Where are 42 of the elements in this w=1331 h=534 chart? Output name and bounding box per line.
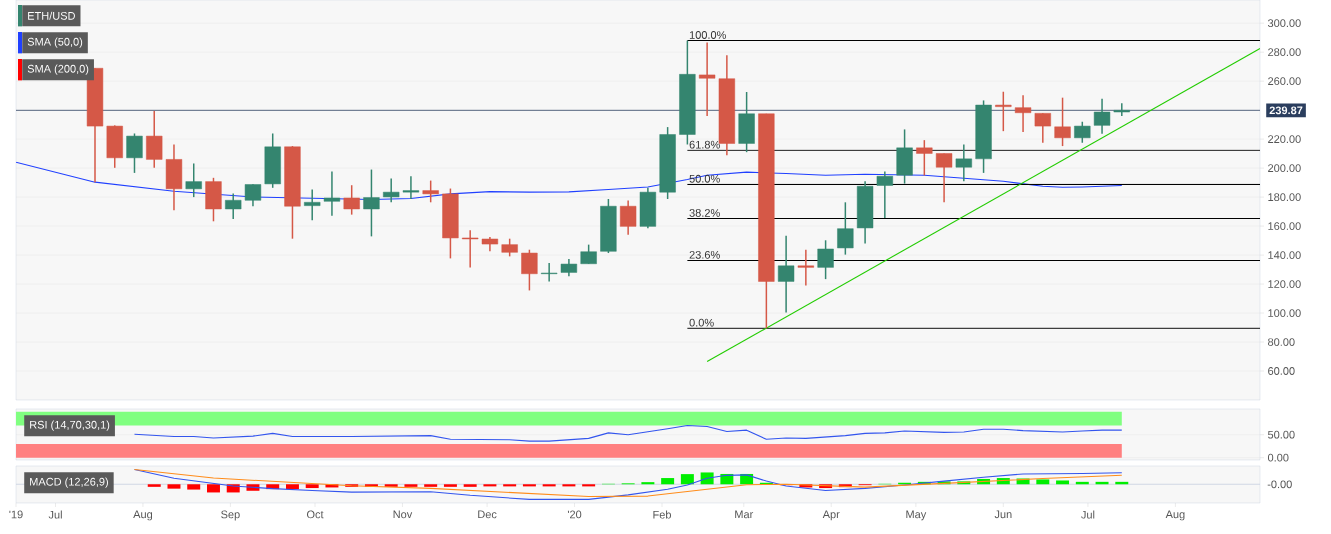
legend-label: SMA (50,0) [27, 37, 83, 48]
x-tick-label: Aug [1165, 510, 1185, 521]
annotation: 61.8% [689, 140, 720, 149]
y-tick-label: 60.00 [1268, 367, 1295, 375]
x-tick-label: Aug [133, 510, 153, 521]
x-tick-label: '20 [567, 510, 582, 519]
y-tick-label: 80.00 [1268, 338, 1295, 346]
x-tick-label: Apr [822, 510, 840, 521]
y-tick-label: 280.00 [1268, 48, 1301, 57]
y-tick-label: 220.00 [1268, 135, 1301, 144]
x-tick-label: '19 [9, 510, 23, 519]
x-tick-label: Jun [994, 510, 1012, 519]
text: MACD (12,26,9) [30, 477, 108, 488]
y-tick-label: 300.00 [1267, 19, 1301, 28]
x-tick-label: Mar [735, 510, 754, 519]
y-tick-label: 50.00 [1267, 430, 1295, 439]
legend-label: ETH/USD [28, 11, 75, 20]
x-tick-label: Jul [1081, 510, 1095, 519]
y-tick-label: 0.00 [1267, 453, 1289, 462]
annotation: 50.0% [689, 174, 720, 183]
x-tick-label: Nov [393, 510, 413, 519]
y-tick-label: 160.00 [1268, 222, 1301, 230]
annotation: 38.2% [689, 209, 720, 217]
x-tick-label: Dec [478, 510, 497, 519]
y-tick-label: 200.00 [1268, 164, 1301, 173]
annotation: 0.0% [689, 318, 714, 327]
ref-line-label: 239.87 [1269, 106, 1303, 115]
y-tick-label: 100.00 [1268, 309, 1301, 317]
text: RSI (14,70,30,1) [30, 420, 110, 431]
y-tick-label: 260.00 [1268, 77, 1301, 86]
y-tick-label: 120.00 [1268, 280, 1301, 288]
y-tick-label: 140.00 [1268, 251, 1301, 259]
annotation: 100.0% [689, 31, 726, 39]
legend-label: SMA (200,0) [27, 64, 89, 75]
y-tick-label: 180.00 [1268, 193, 1301, 201]
x-tick-label: Jul [48, 510, 62, 519]
x-tick-label: Sep [221, 510, 240, 521]
x-tick-label: Feb [653, 510, 671, 519]
x-tick-label: May [906, 510, 927, 521]
x-tick-label: Oct [306, 510, 324, 519]
annotation: 23.6% [689, 250, 720, 259]
text: -0.00 [1267, 480, 1292, 489]
